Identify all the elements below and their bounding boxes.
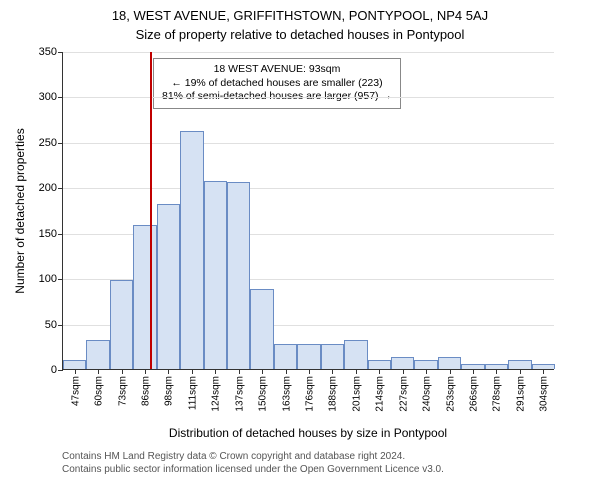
x-tick-label: 214sqm: [373, 376, 386, 412]
chart-title-line2: Size of property relative to detached ho…: [0, 23, 600, 42]
x-tick-mark: [543, 369, 544, 374]
histogram-bar: [63, 360, 86, 369]
x-tick-mark: [286, 369, 287, 374]
annotation-line1: 18 WEST AVENUE: 93sqm: [162, 63, 392, 77]
x-tick-mark: [379, 369, 380, 374]
x-tick-label: 73sqm: [115, 376, 128, 406]
x-tick-mark: [262, 369, 263, 374]
gridline: [63, 143, 554, 144]
gridline: [63, 188, 554, 189]
histogram-bar: [250, 289, 273, 369]
x-tick-label: 150sqm: [256, 376, 269, 412]
y-tick-label: 100: [39, 273, 63, 285]
histogram-bar: [391, 357, 414, 369]
y-tick-label: 150: [39, 228, 63, 240]
histogram-bar: [110, 280, 133, 369]
reference-line: [150, 52, 152, 369]
x-tick-label: 253sqm: [443, 376, 456, 412]
annotation-box: 18 WEST AVENUE: 93sqm ← 19% of detached …: [153, 58, 401, 109]
x-tick-mark: [98, 369, 99, 374]
x-axis-label: Distribution of detached houses by size …: [62, 426, 554, 440]
x-tick-mark: [145, 369, 146, 374]
x-tick-mark: [403, 369, 404, 374]
y-tick-label: 200: [39, 182, 63, 194]
x-tick-label: 137sqm: [232, 376, 245, 412]
x-tick-mark: [215, 369, 216, 374]
x-tick-mark: [450, 369, 451, 374]
x-tick-label: 60sqm: [92, 376, 105, 406]
x-tick-label: 240sqm: [420, 376, 433, 412]
y-axis-label: Number of detached properties: [13, 128, 27, 293]
x-tick-label: 163sqm: [279, 376, 292, 412]
x-tick-label: 201sqm: [349, 376, 362, 412]
x-tick-mark: [332, 369, 333, 374]
histogram-bar: [274, 344, 297, 369]
plot-area: 18 WEST AVENUE: 93sqm ← 19% of detached …: [62, 52, 554, 370]
x-tick-mark: [496, 369, 497, 374]
histogram-bar: [86, 340, 109, 369]
x-tick-label: 47sqm: [68, 376, 81, 406]
histogram-bar: [368, 360, 391, 369]
histogram-bar: [321, 344, 344, 369]
x-tick-label: 304sqm: [537, 376, 550, 412]
x-tick-mark: [239, 369, 240, 374]
x-tick-mark: [75, 369, 76, 374]
gridline: [63, 52, 554, 53]
y-tick-label: 50: [45, 319, 63, 331]
y-tick-label: 300: [39, 91, 63, 103]
x-tick-label: 111sqm: [185, 376, 198, 410]
x-tick-mark: [473, 369, 474, 374]
x-tick-mark: [192, 369, 193, 374]
histogram-bar: [204, 181, 227, 369]
x-tick-label: 176sqm: [303, 376, 316, 412]
x-tick-label: 98sqm: [162, 376, 175, 406]
y-tick-label: 350: [39, 46, 63, 58]
footer-attribution: Contains HM Land Registry data © Crown c…: [62, 450, 444, 476]
x-tick-mark: [520, 369, 521, 374]
histogram-bar: [157, 204, 180, 369]
x-tick-label: 188sqm: [326, 376, 339, 412]
annotation-line2: ← 19% of detached houses are smaller (22…: [162, 77, 392, 91]
chart-container: 18, WEST AVENUE, GRIFFITHSTOWN, PONTYPOO…: [0, 0, 600, 500]
histogram-bar: [508, 360, 531, 369]
x-tick-mark: [309, 369, 310, 374]
x-tick-mark: [356, 369, 357, 374]
histogram-bar: [344, 340, 367, 369]
histogram-bar: [297, 344, 320, 369]
histogram-bar: [414, 360, 437, 369]
x-tick-label: 266sqm: [467, 376, 480, 412]
footer-line2: Contains public sector information licen…: [62, 463, 444, 476]
histogram-bar: [438, 357, 461, 369]
x-tick-label: 227sqm: [396, 376, 409, 412]
x-tick-mark: [122, 369, 123, 374]
histogram-bar: [133, 225, 156, 369]
chart-title-line1: 18, WEST AVENUE, GRIFFITHSTOWN, PONTYPOO…: [0, 0, 600, 23]
histogram-bar: [227, 182, 250, 369]
x-tick-label: 291sqm: [513, 376, 526, 412]
y-tick-label: 250: [39, 137, 63, 149]
gridline: [63, 97, 554, 98]
histogram-bar: [180, 131, 203, 369]
x-tick-mark: [168, 369, 169, 374]
x-tick-label: 278sqm: [490, 376, 503, 412]
x-tick-label: 86sqm: [139, 376, 152, 406]
x-tick-mark: [426, 369, 427, 374]
footer-line1: Contains HM Land Registry data © Crown c…: [62, 450, 444, 463]
x-tick-label: 124sqm: [209, 376, 222, 412]
y-tick-label: 0: [51, 364, 63, 376]
